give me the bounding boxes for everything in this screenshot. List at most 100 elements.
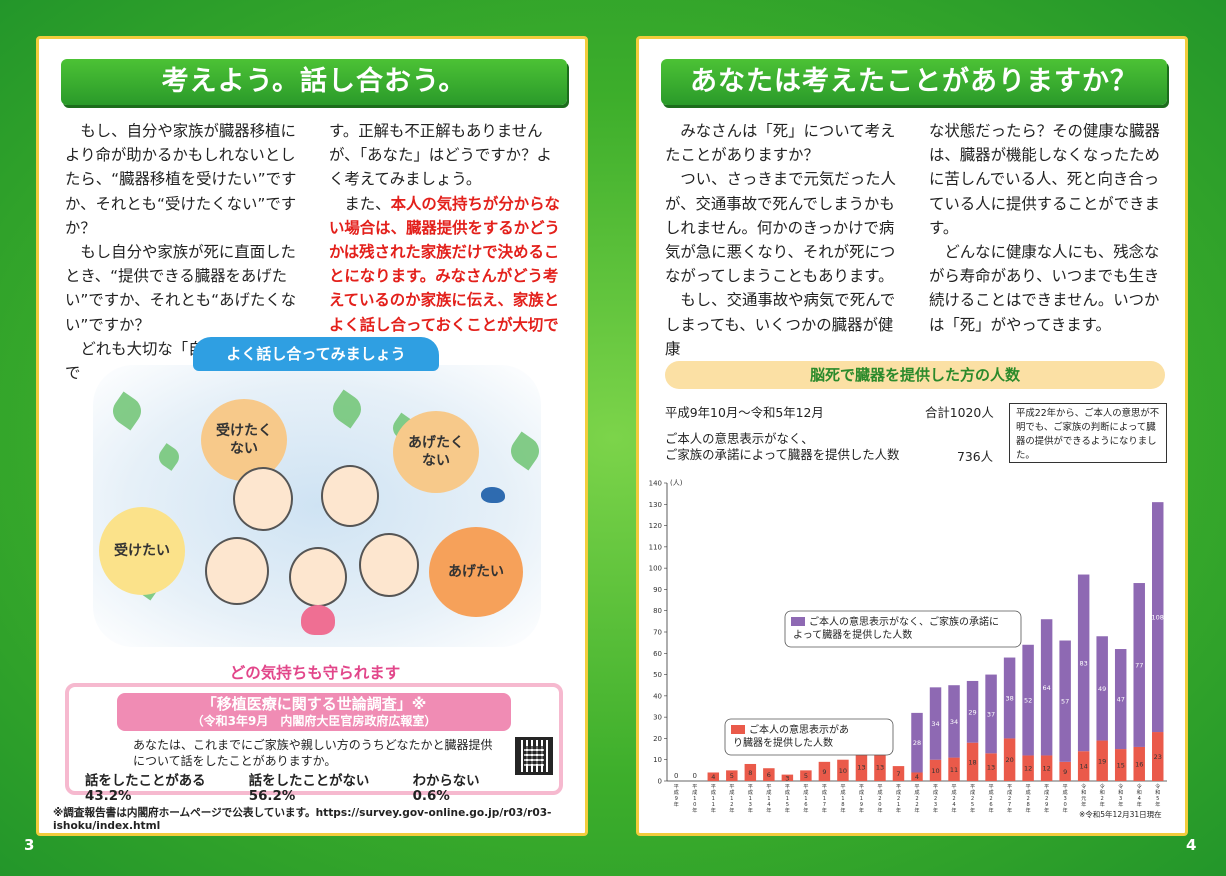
bar-with-intent bbox=[781, 774, 794, 781]
chart-period: 平成9年10月～令和5年12月 bbox=[665, 405, 824, 420]
x-tick-label: 平成 1 2 年 bbox=[729, 783, 734, 814]
y-tick-label: 110 bbox=[649, 543, 662, 551]
bar-with-intent bbox=[911, 772, 923, 781]
x-tick-label: 平成 2 2 年 bbox=[914, 783, 919, 814]
data-label: 18 bbox=[968, 758, 976, 766]
x-tick-label: 平成 2 8 年 bbox=[1026, 783, 1031, 814]
x-tick-label: 平成 1 4 年 bbox=[766, 783, 771, 814]
result-no: 話をしたことがない 56.2% bbox=[248, 774, 370, 804]
bar-family-consent bbox=[1040, 619, 1053, 756]
x-tick-label: 平成 2 5 年 bbox=[970, 783, 975, 814]
data-label: 10 bbox=[839, 767, 847, 775]
bar-with-intent bbox=[818, 761, 831, 781]
legend-family-consent-text: ご本人の意思表示がなく、ご家族の承諾に bbox=[809, 615, 999, 628]
bar-with-intent bbox=[1114, 749, 1127, 781]
bubble-want-receive: 受けたい bbox=[99, 507, 185, 595]
bar-family-consent bbox=[1114, 649, 1127, 750]
x-tick-label: 平成 2 4 年 bbox=[951, 783, 956, 814]
child-figure bbox=[289, 547, 347, 607]
bar-with-intent bbox=[1003, 738, 1016, 781]
bar-with-intent bbox=[726, 770, 738, 781]
data-label: 29 bbox=[968, 708, 976, 716]
right-page-title: あなたは考えたことがありますか？ bbox=[661, 59, 1167, 105]
y-tick-label: 40 bbox=[653, 692, 662, 700]
y-tick-label: 120 bbox=[649, 522, 662, 530]
x-tick-label: 平成 1 3 年 bbox=[748, 783, 753, 814]
talk-ribbon: よく話し合ってみましょう bbox=[193, 337, 439, 371]
data-label: 34 bbox=[950, 718, 958, 726]
bar-with-intent bbox=[837, 759, 849, 781]
heart-icon bbox=[301, 605, 335, 635]
survey-subtitle: （令和3年9月 内閣府大臣官房政府広報室） bbox=[191, 714, 437, 728]
legend-family-consent-swatch bbox=[791, 617, 805, 626]
page-number-left: 3 bbox=[24, 836, 35, 854]
family-illustration: よく話し合ってみましょう 受けたく ない あげたく ない 受けたい あげたい bbox=[93, 337, 545, 657]
x-tick-label: 令和元年 bbox=[1081, 782, 1087, 808]
grandpa-figure bbox=[233, 467, 293, 531]
data-label: 52 bbox=[1024, 697, 1032, 705]
x-tick-label: 平成 2 0 年 bbox=[877, 783, 882, 814]
bar-with-intent bbox=[985, 753, 997, 781]
legend-family-consent-text: よって臓器を提供した人数 bbox=[793, 628, 912, 641]
x-tick-label: 平成 1 7 年 bbox=[822, 783, 827, 814]
legend-with-intent-box bbox=[724, 718, 894, 756]
paragraph: つい、さっきまで元気だった人が、交通事故で死んでしまうかもしれません。何かのきっ… bbox=[665, 170, 896, 286]
x-tick-label: 平成 2 7 年 bbox=[1007, 783, 1012, 814]
bar-with-intent bbox=[1040, 755, 1053, 781]
y-tick-label: 90 bbox=[653, 586, 662, 594]
x-tick-label: 平成 1 1 年 bbox=[711, 783, 716, 814]
y-tick-label: 20 bbox=[653, 735, 662, 743]
data-label: 13 bbox=[987, 764, 995, 772]
data-label: 4 bbox=[915, 773, 919, 781]
x-tick-label: 平成 1 8 年 bbox=[840, 783, 845, 814]
data-label: 4 bbox=[711, 773, 715, 781]
paragraph: みなさんは「死」について考えたことがありますか？ bbox=[665, 122, 896, 165]
paragraph: もし自分や家族が死に直面したとき、“提供できる臓器をあげたい”ですか、それとも“… bbox=[65, 243, 297, 334]
legend-family-consent-box bbox=[784, 610, 1022, 648]
bar-family-consent bbox=[948, 685, 960, 758]
qr-code-icon[interactable] bbox=[515, 737, 553, 775]
left-column-2: す。正解も不正解もありませんが、「あなた」はどうですか？よく考えてみましょう。 … bbox=[329, 119, 565, 385]
data-label: 3 bbox=[785, 774, 789, 782]
result-yes: 話をしたことがある 43.2% bbox=[85, 774, 206, 804]
bar-with-intent bbox=[1022, 755, 1034, 781]
right-page: あなたは考えたことがありますか？ みなさんは「死」について考えたことがありますか… bbox=[636, 36, 1188, 836]
bar-with-intent bbox=[874, 753, 886, 781]
bar-family-consent bbox=[985, 674, 997, 754]
survey-footnote: ※調査報告書は内閣府ホームページで公表しています。https://survey.… bbox=[53, 807, 552, 832]
x-tick-label: 平成 2 3 年 bbox=[933, 783, 938, 814]
paragraph: また、本人の気持ちが分からない場合は、臓器提供をするかどうかは残された家族だけで… bbox=[329, 192, 565, 361]
data-label: 15 bbox=[1117, 762, 1125, 770]
y-tick-label: 30 bbox=[653, 714, 662, 722]
right-text-columns: みなさんは「死」について考えたことがありますか？ つい、さっきまで元気だった人が… bbox=[665, 119, 1165, 361]
data-label: 19 bbox=[1098, 757, 1106, 765]
x-tick-label: 平成 1 6 年 bbox=[803, 783, 808, 814]
mother-figure bbox=[359, 533, 419, 597]
y-tick-label: 10 bbox=[653, 756, 662, 764]
right-column-1: みなさんは「死」について考えたことがありますか？ つい、さっきまで元気だった人が… bbox=[665, 119, 901, 361]
emphasis-text: 本人の気持ちが分からない場合は、臓器提供をするかどうかは残された家族だけで決める… bbox=[329, 194, 560, 358]
left-page: 考えよう。話し合おう。 もし、自分や家族が臓器移植により命が助かるかもしれないと… bbox=[36, 36, 588, 836]
paragraph: な状態だったら？その健康な臓器は、臓器が機能しなくなったために苦しんでいる人、死… bbox=[929, 122, 1160, 237]
survey-question: あなたは、これまでにご家族や親しい方のうちどなたかと臓器提供について話をしたこと… bbox=[133, 738, 493, 768]
data-label: 9 bbox=[822, 768, 826, 776]
bubble-want-give: あげたい bbox=[429, 527, 523, 617]
bar-with-intent bbox=[800, 770, 812, 781]
bar-with-intent bbox=[1133, 746, 1145, 781]
right-column-2: な状態だったら？その健康な臓器は、臓器が機能しなくなったために苦しんでいる人、死… bbox=[929, 119, 1165, 361]
paragraph: す。正解も不正解もありませんが、「あなた」はどうですか？よく考えてみましょう。 bbox=[329, 122, 552, 189]
data-label: 11 bbox=[950, 766, 958, 774]
data-label: 34 bbox=[931, 720, 939, 728]
data-label: 47 bbox=[1117, 696, 1125, 704]
data-label: 5 bbox=[804, 772, 808, 780]
data-label: 37 bbox=[987, 710, 995, 718]
data-label: 5 bbox=[730, 772, 734, 780]
bar-family-consent bbox=[929, 687, 942, 760]
family-consent-label: ご本人の意思表示がなく、 ご家族の承諾によって臓器を提供した人数 bbox=[665, 431, 900, 462]
bar-with-intent bbox=[892, 766, 905, 781]
paragraph: どんなに健康な人にも、残念ながら寿命があり、いつまでも生き続けることはできません… bbox=[929, 243, 1160, 334]
bubble-dont-want-receive: 受けたく ない bbox=[201, 399, 287, 481]
data-label: 23 bbox=[1154, 753, 1162, 761]
legend-with-intent-swatch bbox=[731, 725, 745, 734]
